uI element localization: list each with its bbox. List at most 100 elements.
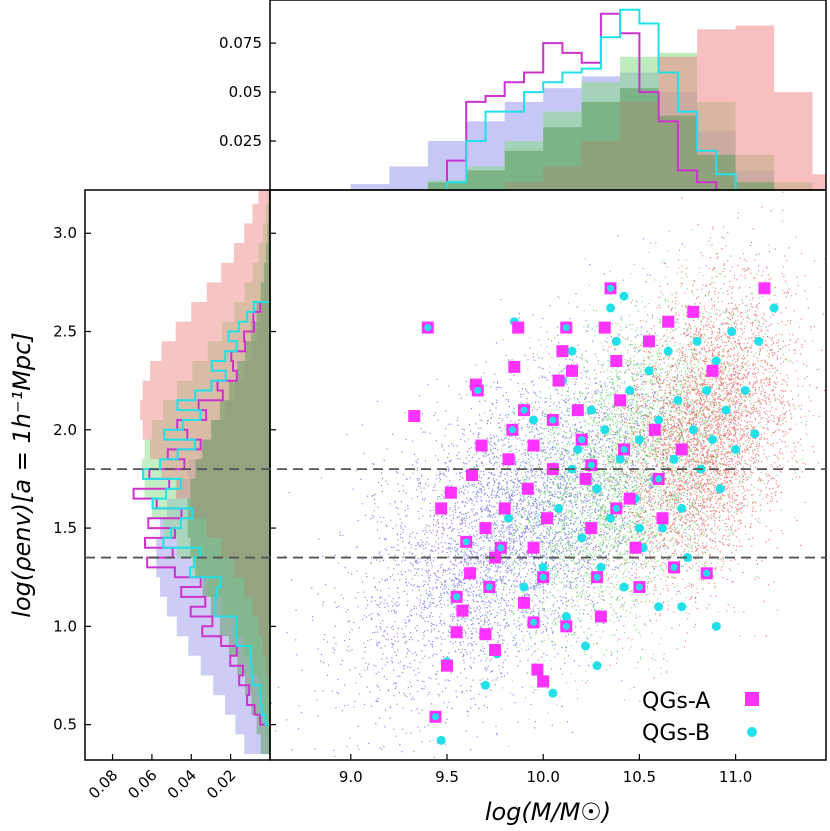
background-population-layer [270,191,826,758]
top-hist-tick-label: 0.075 [219,34,262,52]
qgs-b-point-overlap [497,544,505,552]
x-tick-label: 10.0 [526,768,559,786]
qgs-b-point [727,327,737,337]
qgs-b-point [634,435,644,445]
qgs-b-point-overlap [424,324,432,332]
qgs-b-point-overlap [620,445,628,453]
qgs-b-point [721,405,731,415]
qgs-b-point [592,661,602,671]
qgs-b-point-overlap [539,573,547,581]
legend-label-qgs-b: QGs-B [642,721,710,746]
qgs-b-point-overlap [655,475,663,483]
qgs-b-point [654,415,664,425]
qgs-b-point [606,303,616,313]
qgs-b-point-overlap [474,386,482,394]
qgs-b-point [715,484,725,494]
qgs-b-point [480,680,490,690]
qgs-b-point [600,425,610,435]
qgs-a-point [552,374,565,387]
qgs-a-point [594,610,607,623]
qgs-b-point-overlap [670,563,678,571]
qgs-a-point [489,551,502,564]
top-hist-fill-3 [427,88,775,190]
qgs-b-point [711,356,721,366]
qgs-b-point [538,562,548,572]
y-tick-label: 1.0 [53,617,77,635]
qgs-a-point [456,604,469,617]
qgs-b-point [611,336,621,346]
qgs-points [408,282,779,745]
qgs-a-point [662,315,675,328]
top-hist-qgs-a [446,12,718,190]
qgs-b-point-overlap [587,461,595,469]
legend: QGs-A QGs-B [642,689,759,746]
qgs-b-point [677,602,687,612]
qgs-b-point [573,444,583,454]
qgs-a-point [623,492,636,505]
qgs-a-point [656,512,669,525]
qgs-b-point [581,641,591,651]
qgs-b-point-overlap [530,618,538,626]
qgs-a-point [598,321,611,334]
qgs-a-point [508,360,521,373]
left-hist-tick-label: 0.08 [85,766,121,802]
y-tick-label: 1.5 [53,519,77,537]
y-tick-label: 2.5 [53,323,77,341]
qgs-b-point [592,484,602,494]
qgs-b-point [519,582,529,592]
qgs-b-point [619,291,629,301]
qgs-b-point [669,454,679,464]
qgs-b-point [731,444,741,454]
qgs-b-point [750,429,760,439]
left-hist-qgs-b [142,301,270,726]
qgs-b-point [436,735,446,745]
x-tick-label: 10.5 [623,768,656,786]
qgs-b-point [577,533,587,543]
qgs-b-point [740,385,750,395]
qgs-b-point [504,513,514,523]
qgs-b-point [754,336,764,346]
y-tick-label: 2.0 [53,421,77,439]
main-scatter-frame [269,189,827,761]
qgs-a-point [648,423,661,436]
qgs-b-point [548,688,558,698]
qgs-a-point [489,643,502,656]
qgs-a-point [512,321,525,334]
qgs-b-point-overlap [612,504,620,512]
qgs-a-point [537,675,550,688]
qgs-b-point-overlap [462,538,470,546]
qgs-a-point [579,472,592,485]
y-axis-title: log(ρenv)[a = 1h⁻¹Mpc] [8,332,36,617]
qgs-a-point [527,541,540,554]
qgs-a-point [479,522,492,535]
qgs-b-point-overlap [520,406,528,414]
qgs-a-point [440,659,453,672]
qgs-b-point-overlap [453,593,461,601]
qgs-a-point [758,282,771,295]
qgs-a-point [556,345,569,358]
qgs-b-point-overlap [549,416,557,424]
legend-label-qgs-a: QGs-A [642,689,710,714]
qgs-b-point [529,415,539,425]
qgs-b-point [769,303,779,313]
qgs-b-point [586,405,596,415]
qgs-b-point [615,454,625,464]
qgs-a-point [687,305,700,318]
qgs-b-point [625,385,635,395]
qgs-a-point [479,628,492,641]
legend-marker-qgs-b [747,727,757,737]
qgs-a-point [585,522,598,535]
qgs-b-point-overlap [593,573,601,581]
x-axis-title: log(M/M☉) [485,798,611,826]
qgs-b-point [682,553,692,563]
qgs-a-point [498,502,511,515]
qgs-b-point [606,513,616,523]
qgs-a-point [517,596,530,609]
left-hist-tick-label: 0.06 [124,766,160,802]
qgs-a-point [466,469,479,481]
qgs-b-point [554,503,564,513]
qgs-a-point [629,541,642,554]
qgs-a-point [527,439,540,452]
qgs-a-point [643,335,656,348]
qgs-b-point [644,366,654,376]
